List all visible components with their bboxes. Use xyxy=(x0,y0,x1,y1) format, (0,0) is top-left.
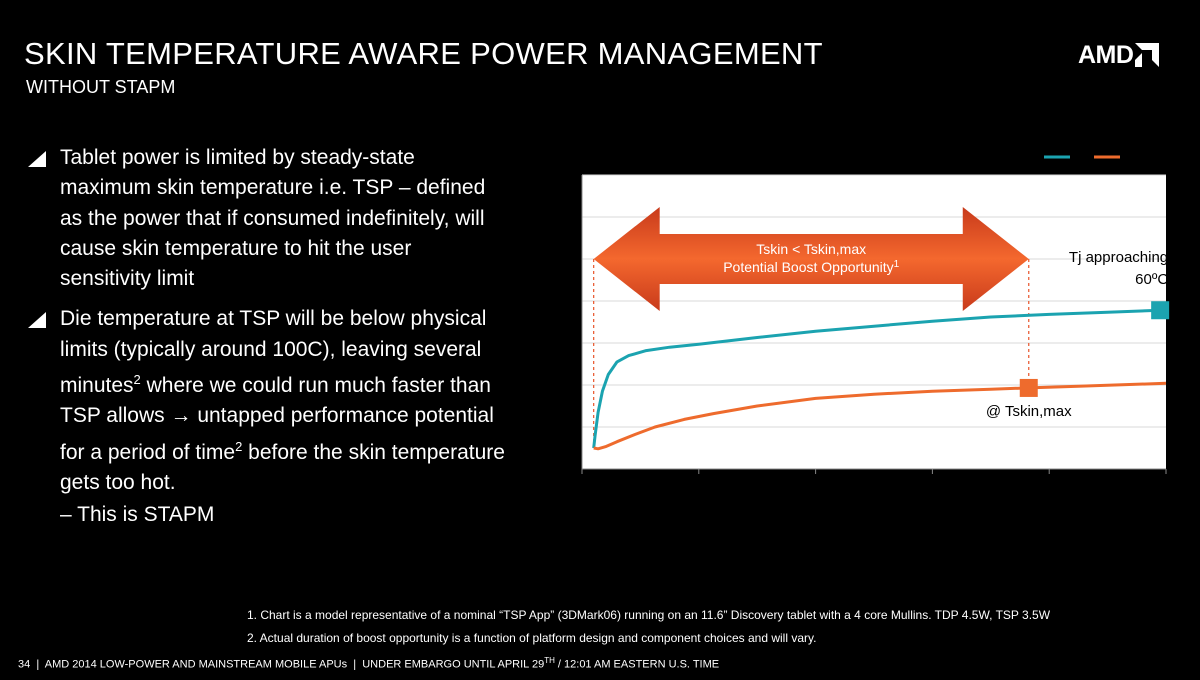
amd-arrow-icon xyxy=(1135,43,1160,67)
page-number: 34 xyxy=(18,658,31,671)
plot-area xyxy=(582,175,1166,469)
bullet-item-1: Tablet power is limited by steady-state … xyxy=(28,143,508,294)
logo-text: AMD xyxy=(1078,41,1134,69)
x-tick-label: 0 xyxy=(578,479,585,494)
footnote-ref: 2 xyxy=(133,372,141,388)
slide-subtitle: WITHOUT STAPM xyxy=(26,77,176,97)
y-tick-label: 50 xyxy=(554,335,568,350)
y-axis-title: Temperature xyxy=(530,283,545,361)
bullet-list: Tablet power is limited by steady-state … xyxy=(28,143,508,530)
footer: 34 | AMD 2014 LOW-POWER AND MAINSTREAM M… xyxy=(18,656,720,671)
footer-product: AMD 2014 LOW-POWER AND MAINSTREAM MOBILE… xyxy=(44,658,348,671)
x-tick-label: 1600 xyxy=(1035,479,1064,494)
boost-label-line2: Potential Boost Opportunity1 xyxy=(723,259,899,275)
y-tick-label: 20 xyxy=(554,461,568,476)
bullet-text-2a: Die temperature at TSP will be below phy… xyxy=(60,307,487,398)
bullet-text-2c: before the skin temperature gets too hot… xyxy=(60,440,505,494)
amd-logo: AMD xyxy=(1078,40,1160,70)
triangle-bullet-icon xyxy=(28,312,46,329)
x-axis-title: Time (Sec) xyxy=(841,501,907,516)
footer-sup: TH xyxy=(544,656,555,665)
marker-tskin xyxy=(1019,378,1038,397)
series-line-tskin xyxy=(593,381,1167,451)
tj-annotation-line1: Tj approaching xyxy=(1069,249,1168,266)
y-tick-label: 60 xyxy=(554,293,568,308)
triangle-bullet-icon xyxy=(28,151,46,167)
bullet-text-2b: where we could run much faster than TSP … xyxy=(60,374,494,464)
y-tick-label: 90 xyxy=(554,167,568,182)
slide-title: SKIN TEMPERATURE AWARE POWER MANAGEMENT xyxy=(24,36,823,71)
y-tick-label: 70 xyxy=(554,251,568,266)
footnotes: 1. Chart is a model representative of a … xyxy=(247,604,1050,650)
footnote-2: 2. Actual duration of boost opportunity … xyxy=(247,631,817,645)
temperature-chart: Tskin < Tskin,max Potential Boost Opportu… xyxy=(530,150,1181,516)
bullet-item-2: Die temperature at TSP will be below phy… xyxy=(28,304,508,530)
x-tick-label: 800 xyxy=(805,479,827,494)
tj-annotation-line2: 60ºC xyxy=(1135,271,1168,288)
legend-label-tj: Tj xyxy=(1072,150,1082,164)
tskin-annotation: @ Tskin,max xyxy=(986,403,1072,420)
footnote-1: 1. Chart is a model representative of a … xyxy=(247,608,1051,622)
boost-double-arrow xyxy=(593,207,1029,311)
y-tick-label: 40 xyxy=(554,377,568,392)
footer-embargo: UNDER EMBARGO UNTIL APRIL 29 xyxy=(362,658,545,671)
x-tick-label: 2000 xyxy=(1152,479,1181,494)
boost-label-line1: Tskin < Tskin,max xyxy=(756,241,866,257)
x-tick-label: 1200 xyxy=(918,479,947,494)
legend-label-tskin: Tskin xyxy=(1122,150,1149,164)
series-line-tj xyxy=(592,308,1161,449)
footer-time: / 12:01 AM EASTERN U.S. TIME xyxy=(554,658,720,671)
bullet-text-1: Tablet power is limited by steady-state … xyxy=(60,146,486,291)
sub-bullet: – This is STAPM xyxy=(60,503,215,527)
marker-tj xyxy=(1151,301,1170,320)
x-tick-label: 400 xyxy=(688,479,710,494)
y-tick-label: 30 xyxy=(554,419,568,434)
y-tick-label: 80 xyxy=(554,209,568,224)
footnote-ref: 2 xyxy=(235,438,243,454)
